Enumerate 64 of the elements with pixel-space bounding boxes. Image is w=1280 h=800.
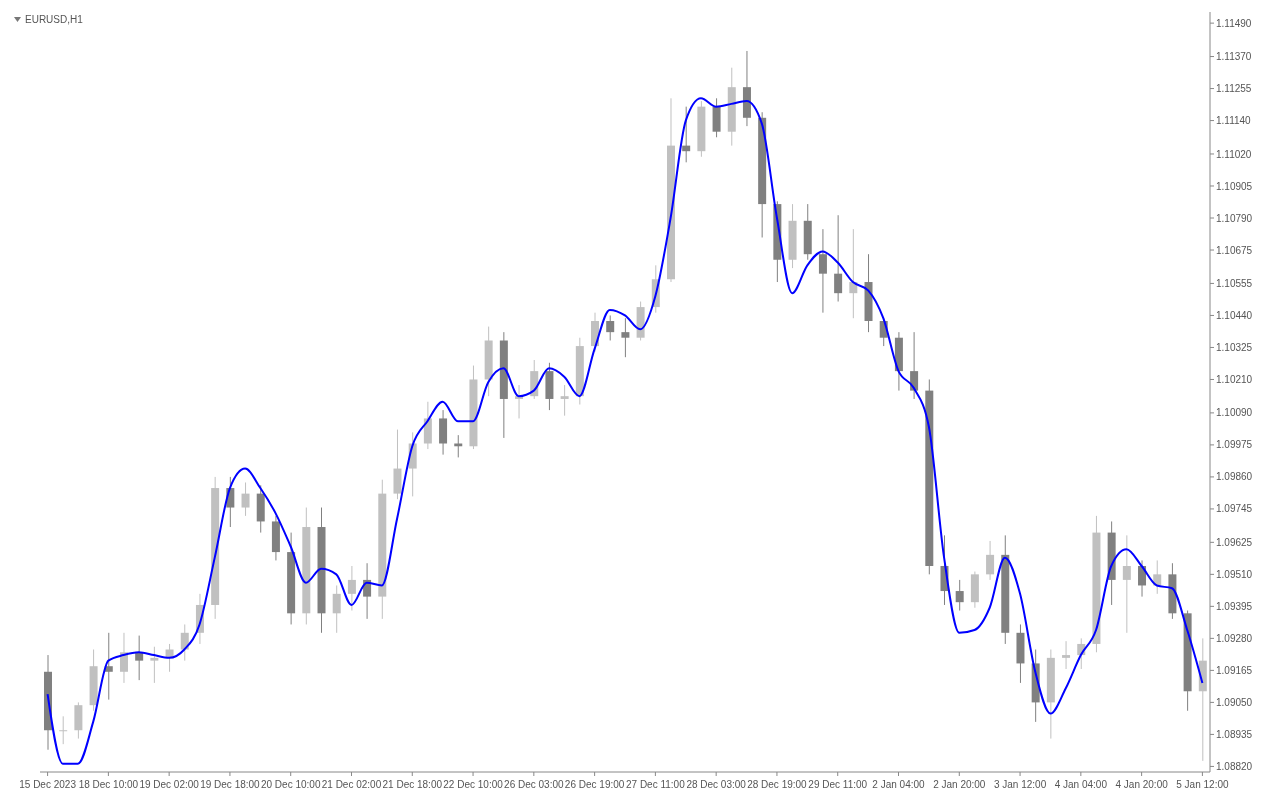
- candlestick: [1122, 534, 1131, 634]
- candlestick: [834, 214, 843, 303]
- x-tick-label: 22 Dec 10:00: [443, 779, 504, 790]
- y-tick-label: 1.11020: [1216, 148, 1252, 160]
- x-tick-label: 20 Dec 10:00: [260, 779, 321, 790]
- x-tick-label: 2 Jan 20:00: [933, 779, 986, 790]
- y-tick-label: 1.10675: [1216, 244, 1253, 256]
- x-tick-label: 28 Dec 03:00: [686, 779, 747, 790]
- candlestick: [150, 646, 159, 684]
- candlestick: [818, 228, 827, 314]
- x-tick-label: 27 Dec 11:00: [626, 779, 686, 790]
- y-tick-label: 1.11140: [1216, 115, 1252, 127]
- x-tick-label: 21 Dec 02:00: [321, 779, 382, 790]
- candlestick: [910, 331, 919, 400]
- chart-title: EURUSD,H1: [25, 14, 83, 25]
- candlestick: [104, 632, 113, 701]
- candlestick: [986, 540, 995, 581]
- candlestick: [1062, 640, 1071, 670]
- candlestick: [606, 314, 615, 341]
- y-tick-label: 1.08935: [1216, 728, 1253, 740]
- x-tick-label: 4 Jan 20:00: [1115, 779, 1169, 790]
- y-tick-label: 1.11255: [1216, 83, 1252, 95]
- x-tick-label: 29 Dec 11:00: [808, 779, 868, 790]
- y-tick-label: 1.09860: [1216, 471, 1253, 483]
- candlestick: [347, 565, 356, 612]
- x-tick-label: 26 Dec 03:00: [504, 779, 565, 790]
- y-tick-label: 1.08820: [1216, 760, 1253, 772]
- y-tick-label: 1.09165: [1216, 664, 1253, 676]
- y-tick-label: 1.10790: [1216, 212, 1253, 224]
- y-tick-label: 1.09625: [1216, 536, 1253, 548]
- y-tick-label: 1.09975: [1216, 439, 1253, 451]
- x-tick-label: 5 Jan 12:00: [1176, 779, 1229, 790]
- candlestick: [955, 579, 964, 612]
- x-tick-label: 26 Dec 19:00: [564, 779, 625, 790]
- y-tick-label: 1.09745: [1216, 503, 1253, 515]
- candlestick: [621, 317, 630, 358]
- x-tick-label: 21 Dec 18:00: [382, 779, 443, 790]
- x-tick-label: 18 Dec 10:00: [78, 779, 139, 790]
- y-tick-label: 1.09280: [1216, 632, 1253, 644]
- y-tick-label: 1.11490: [1216, 17, 1252, 29]
- y-tick-label: 1.10555: [1216, 277, 1253, 289]
- x-tick-label: 3 Jan 12:00: [993, 779, 1047, 790]
- x-tick-label: 28 Dec 19:00: [747, 779, 808, 790]
- candlestick: [332, 584, 341, 634]
- x-tick-label: 19 Dec 18:00: [200, 779, 261, 790]
- x-tick-label: 2 Jan 04:00: [872, 779, 926, 790]
- x-tick-label: 15 Dec 2023: [19, 779, 77, 790]
- y-tick-label: 1.09050: [1216, 696, 1253, 708]
- candlestick: [241, 481, 250, 517]
- y-tick-label: 1.10090: [1216, 407, 1253, 419]
- y-tick-label: 1.10905: [1216, 180, 1253, 192]
- candlestick: [180, 623, 189, 662]
- y-tick-label: 1.09510: [1216, 568, 1253, 580]
- candlestick: [119, 632, 128, 684]
- candlestick: [560, 384, 569, 417]
- y-tick-label: 1.10325: [1216, 342, 1253, 354]
- y-tick-label: 1.10440: [1216, 309, 1253, 321]
- y-tick-label: 1.11370: [1216, 51, 1252, 63]
- x-tick-label: 19 Dec 02:00: [139, 779, 200, 790]
- y-tick-label: 1.10210: [1216, 374, 1253, 386]
- y-tick-label: 1.09395: [1216, 600, 1253, 612]
- candlestick: [135, 635, 144, 681]
- candlestick: [59, 715, 68, 745]
- x-tick-label: 4 Jan 04:00: [1054, 779, 1108, 790]
